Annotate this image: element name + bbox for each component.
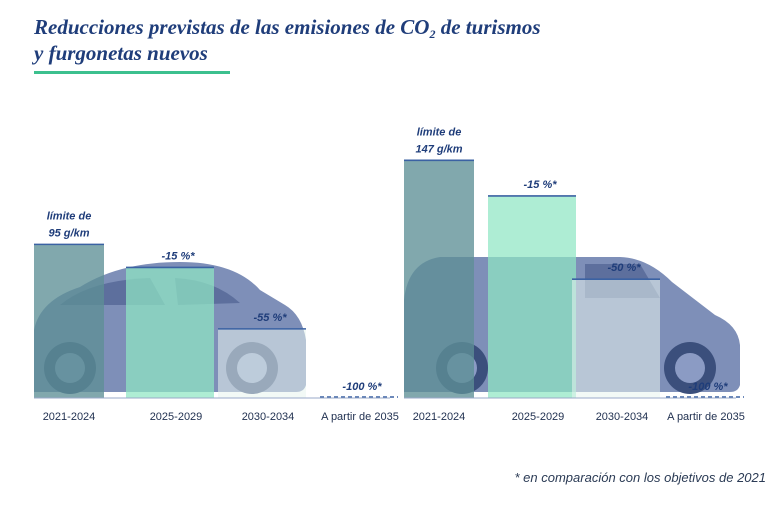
- furgonetas-category-label-2: 2025-2029: [512, 411, 565, 423]
- title-line1-b: de turismos: [435, 15, 541, 39]
- turismos-category-label-1: 2021-2024: [43, 411, 96, 423]
- furgonetas-category-label-1: 2021-2024: [413, 411, 466, 423]
- van-hub-rear: [675, 353, 705, 383]
- turismos-bar-1: [34, 244, 104, 398]
- title-underline: [34, 71, 230, 74]
- furgonetas-value-label-2: -15 %*: [523, 179, 557, 191]
- furgonetas-bar-2: [488, 195, 576, 398]
- footnote: * en comparación con los objetivos de 20…: [514, 470, 767, 485]
- furgonetas-value-label-1: límite de: [417, 126, 462, 138]
- furgonetas-category-label-4: A partir de 2035: [667, 411, 745, 423]
- turismos-value-label-2: -15 %*: [161, 250, 195, 262]
- turismos-category-label-3: 2030-2034: [242, 411, 295, 423]
- furgonetas-category-label-3: 2030-2034: [596, 411, 649, 423]
- chart-marks: límite de 95 g/km 2021-2024 -15 %* 2025-2029…: [34, 126, 745, 423]
- furgonetas-value-label-1: 147 g/km: [415, 143, 462, 155]
- turismos-category-label-4: A partir de 2035: [321, 411, 399, 423]
- title-subscript: 2: [429, 27, 436, 41]
- chart-title: Reducciones previstas de las emisiones d…: [34, 14, 654, 66]
- turismos-value-label-1: límite de: [47, 210, 92, 222]
- furgonetas-bar-1: [404, 160, 474, 398]
- title-line1-a: Reducciones previstas de las emisiones d…: [34, 15, 430, 39]
- furgonetas-value-label-3: -50 %*: [607, 262, 641, 274]
- turismos-value-label-4: -100 %*: [342, 381, 382, 393]
- turismos-bar-2: [126, 267, 214, 398]
- turismos-bar-3: [218, 328, 306, 398]
- title-line2: y furgonetas nuevos: [34, 41, 208, 65]
- furgonetas-value-label-4: -100 %*: [688, 381, 728, 393]
- turismos-category-label-2: 2025-2029: [150, 411, 203, 423]
- turismos-value-label-1: 95 g/km: [49, 227, 90, 239]
- turismos-value-label-3: -55 %*: [253, 312, 287, 324]
- furgonetas-bar-3: [572, 279, 660, 398]
